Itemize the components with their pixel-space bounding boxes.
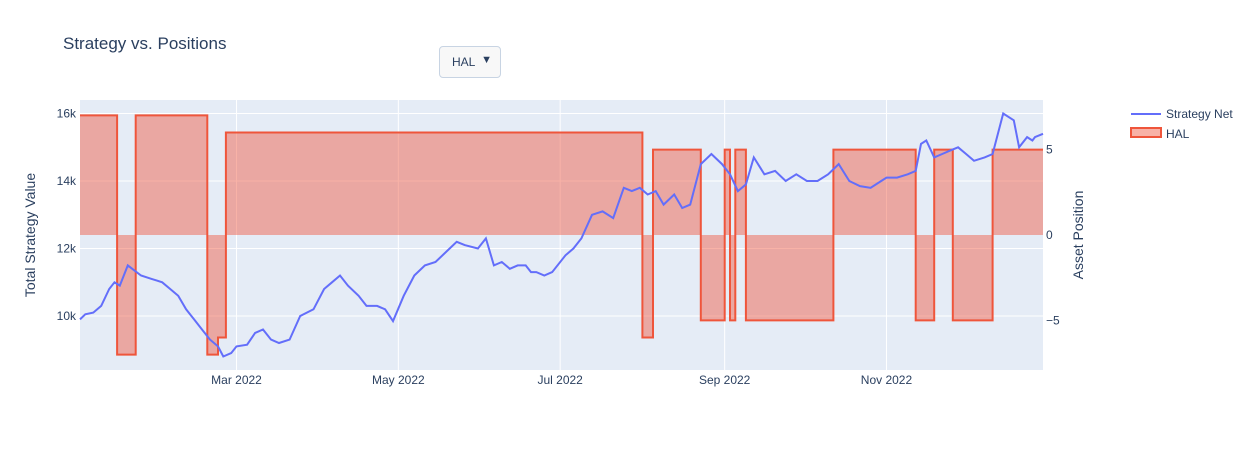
legend-hal-label[interactable]: HAL: [1166, 127, 1190, 141]
asset-dropdown[interactable]: HAL ▼: [439, 46, 501, 78]
x-tick-label: Jul 2022: [537, 373, 583, 387]
y-tick-label: 10k: [57, 309, 77, 323]
plot-background: [80, 100, 1043, 370]
dropdown-selected-label: HAL: [452, 55, 476, 69]
chart-title: Strategy vs. Positions: [63, 34, 227, 53]
y2-tick-label: 5: [1046, 143, 1053, 157]
dropdown-arrow-icon: ▼: [481, 54, 492, 66]
x-tick-label: Nov 2022: [861, 373, 913, 387]
legend-hal-swatch: [1130, 127, 1162, 138]
legend[interactable]: Strategy Net HAL: [1130, 107, 1233, 141]
y-axis-ticks: 10k 12k 14k 16k: [57, 107, 77, 324]
y2-tick-label: 0: [1046, 228, 1053, 242]
x-tick-label: Sep 2022: [699, 373, 751, 387]
position-area: [80, 115, 1043, 355]
x-axis-ticks: Mar 2022 May 2022 Jul 2022 Sep 2022 Nov 2022: [211, 373, 912, 387]
y2-axis-ticks: −5 0 5: [1046, 143, 1060, 328]
x-tick-label: May 2022: [372, 373, 425, 387]
y-tick-label: 16k: [57, 107, 77, 121]
x-tick-label: Mar 2022: [211, 373, 262, 387]
strategy-series: [79, 111, 1044, 358]
strategy-line: [79, 111, 1044, 358]
y2-axis-title: Asset Position: [1070, 191, 1086, 280]
y-tick-label: 12k: [57, 242, 77, 256]
y-axis-title: Total Strategy Value: [22, 173, 38, 297]
y2-tick-label: −5: [1046, 313, 1060, 327]
position-line: [80, 114, 1043, 356]
grid-lines: [80, 100, 1043, 370]
legend-strategy-label[interactable]: Strategy Net: [1166, 107, 1233, 121]
position-series: [80, 114, 1043, 356]
y-tick-label: 14k: [57, 174, 77, 188]
